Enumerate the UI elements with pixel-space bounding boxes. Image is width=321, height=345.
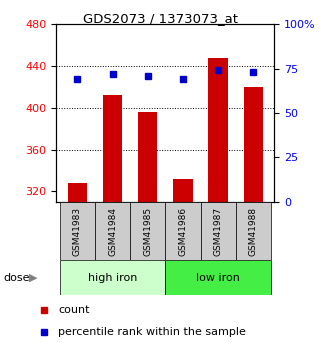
Text: count: count (58, 305, 90, 315)
Text: GSM41984: GSM41984 (108, 207, 117, 256)
Text: GSM41986: GSM41986 (178, 207, 187, 256)
Text: dose: dose (3, 273, 30, 283)
Text: percentile rank within the sample: percentile rank within the sample (58, 327, 246, 337)
Bar (208, 58, 228, 202)
FancyBboxPatch shape (60, 202, 95, 260)
FancyBboxPatch shape (165, 202, 201, 260)
Text: ▶: ▶ (30, 273, 38, 283)
Text: GSM41985: GSM41985 (143, 207, 152, 256)
FancyBboxPatch shape (60, 260, 165, 295)
Bar (244, 87, 263, 202)
Bar (68, 183, 87, 202)
Text: GSM41988: GSM41988 (249, 207, 258, 256)
Text: high iron: high iron (88, 273, 137, 283)
Text: low iron: low iron (196, 273, 240, 283)
Bar (138, 112, 157, 202)
FancyBboxPatch shape (130, 202, 165, 260)
Text: GDS2073 / 1373073_at: GDS2073 / 1373073_at (83, 12, 238, 25)
Text: GSM41987: GSM41987 (213, 207, 223, 256)
FancyBboxPatch shape (165, 260, 271, 295)
FancyBboxPatch shape (236, 202, 271, 260)
Bar (103, 95, 122, 202)
FancyBboxPatch shape (201, 202, 236, 260)
FancyBboxPatch shape (95, 202, 130, 260)
Bar (173, 179, 193, 202)
Text: GSM41983: GSM41983 (73, 207, 82, 256)
